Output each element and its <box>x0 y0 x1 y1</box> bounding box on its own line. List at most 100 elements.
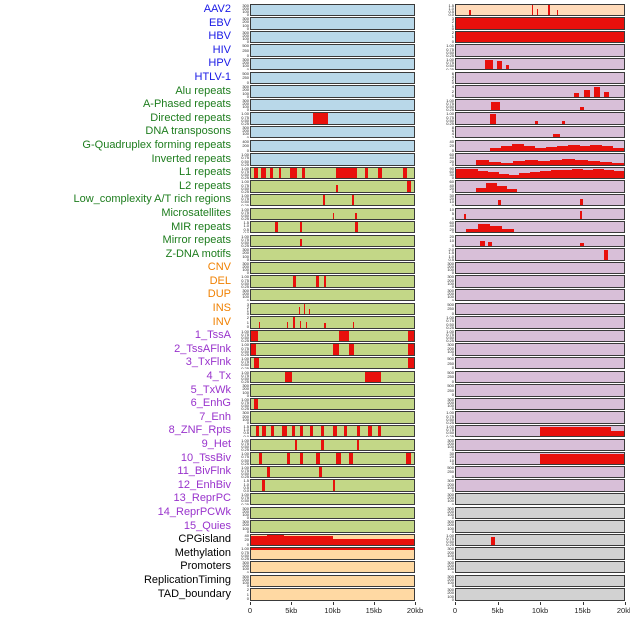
signal-area <box>283 535 301 546</box>
track-row: A-Phased repeats 300 200 100 0 1.00 0.75 0.50 0.… <box>0 98 630 112</box>
y-axis-ticks: 300 200 100 0 <box>441 275 455 287</box>
y-tick-label: 300 <box>242 3 249 8</box>
y-tick-label: 0.50 <box>446 539 454 545</box>
y-axis-ticks: 1.000.750.500.250.00 <box>236 208 250 220</box>
signal-bar <box>556 9 559 15</box>
y-tick-label: 10 <box>449 457 454 463</box>
y-tick-label: 0 <box>246 569 249 574</box>
y-tick-label: 0 <box>451 365 454 370</box>
y-axis-ticks: 1.000.750.500.250.00 <box>236 112 250 124</box>
y-tick-label: 0.5 <box>243 226 249 232</box>
y-tick-label: 1.00 <box>241 207 249 212</box>
y-tick-label: 0.75 <box>446 46 454 52</box>
y-tick-label: 30 <box>449 452 454 457</box>
y-tick-label: 300 <box>447 506 454 511</box>
y-tick-label: 1.00 <box>241 343 249 348</box>
track-label: 4_Tx <box>206 370 231 383</box>
signal-bar <box>506 65 509 70</box>
y-tick-label: 0.50 <box>446 49 454 55</box>
y-axis-ticks: 500 250 0 <box>441 384 455 396</box>
track-panel-right <box>455 193 625 207</box>
y-tick-label: 1.00 <box>241 397 249 402</box>
track-panel-left <box>250 547 415 560</box>
y-axis-ticks: 30 20 10 0 <box>441 194 455 206</box>
y-axis-ticks: 1.000.750.500.250.00 <box>236 357 250 369</box>
signal-bar <box>322 194 326 206</box>
signal-bar <box>547 5 550 15</box>
track-panel-left <box>250 57 415 71</box>
y-tick-label: 0.25 <box>241 379 249 384</box>
signal-area <box>550 169 562 179</box>
y-tick-label: 20 <box>449 158 454 164</box>
y-tick-label: 300 <box>447 275 454 280</box>
signal-bar <box>408 344 414 355</box>
y-axis-ticks: 40 20 0 <box>441 140 455 152</box>
y-axis-ticks: 1.5 1.0 0.5 0.0 <box>441 4 455 16</box>
track-row: EBV 300 200 100 0 3 2 1 0 <box>0 17 630 31</box>
y-axis-ticks: 300 200 100 0 <box>236 58 250 70</box>
y-tick-label: 300 <box>447 520 454 525</box>
signal-bar <box>262 480 265 491</box>
y-tick-label: 0 <box>451 460 454 465</box>
y-tick-label: 1.00 <box>241 329 249 334</box>
y-axis-ticks: 300 200 100 0 <box>236 17 250 29</box>
track-panel-right <box>455 506 625 519</box>
y-tick-label: 100 <box>447 348 454 354</box>
y-tick-label: 8 <box>451 125 454 130</box>
y-axis-ticks: 1.000.750.500.250.00 <box>441 425 455 437</box>
y-tick-label: 0 <box>451 93 454 98</box>
y-tick-label: 200 <box>242 413 249 419</box>
signal-bar <box>278 167 282 179</box>
y-tick-label: 100 <box>447 498 454 504</box>
y-tick-label: 500 <box>447 384 454 389</box>
y-tick-label: 1.00 <box>241 234 249 239</box>
y-tick-label: 0.75 <box>446 535 454 541</box>
y-tick-label: 0.75 <box>241 332 249 338</box>
y-tick-label: 40 <box>449 223 454 229</box>
track-panel-left <box>250 384 415 397</box>
signal-bar <box>290 167 297 179</box>
track-label: Alu repeats <box>175 84 231 97</box>
track-label: INV <box>212 315 231 328</box>
signal-bar <box>352 322 355 328</box>
signal-bar <box>293 317 296 328</box>
track-panel-left <box>250 248 415 261</box>
y-axis-ticks: 90 60 30 0 <box>441 167 455 179</box>
y-tick-label: 250 <box>242 47 249 53</box>
track-panel-left <box>250 30 415 44</box>
track-panel-right <box>455 560 625 574</box>
y-axis-ticks: 1.000.750.500.250.00 <box>236 466 250 478</box>
y-tick-label: 0.25 <box>446 66 454 71</box>
signal-area <box>534 147 547 151</box>
y-axis-ticks: 1.000.750.500.250.00 <box>441 112 455 124</box>
signal-area <box>476 188 487 192</box>
track-label: Inverted repeats <box>151 152 232 165</box>
y-tick-label: 0.50 <box>446 104 454 110</box>
y-tick-label: 200 <box>447 440 454 446</box>
y-tick-label: 0.25 <box>446 52 454 57</box>
y-tick-label: 0.25 <box>241 365 249 370</box>
y-tick-label: 0.0 <box>243 487 249 492</box>
signal-bar <box>319 466 322 478</box>
y-axis-ticks: 300 200 100 0 <box>236 262 250 274</box>
y-tick-label: 0 <box>246 297 249 302</box>
track-panel-right <box>455 44 625 57</box>
y-tick-label: 0.25 <box>241 460 249 465</box>
y-tick-label: 0.75 <box>241 495 249 501</box>
y-axis-ticks: 300 200 100 0 <box>441 398 455 410</box>
y-tick-label: 0 <box>451 229 454 234</box>
tracks-container: AAV2 300 200 100 0 1.5 1.0 0.5 0.0 EBV 300 200 100 0 3… <box>0 3 630 601</box>
y-tick-label: 300 <box>242 411 249 416</box>
signal-bar <box>531 4 534 15</box>
signal-bar <box>405 453 411 464</box>
track-panel-left <box>250 452 415 465</box>
x-tick-label: 0 <box>452 606 458 616</box>
track-row: G-Quadruplex forming repeats 400 200 0 40 20 0 <box>0 139 630 153</box>
track-panel-left <box>250 533 415 547</box>
y-tick-label: 1.00 <box>446 57 454 62</box>
